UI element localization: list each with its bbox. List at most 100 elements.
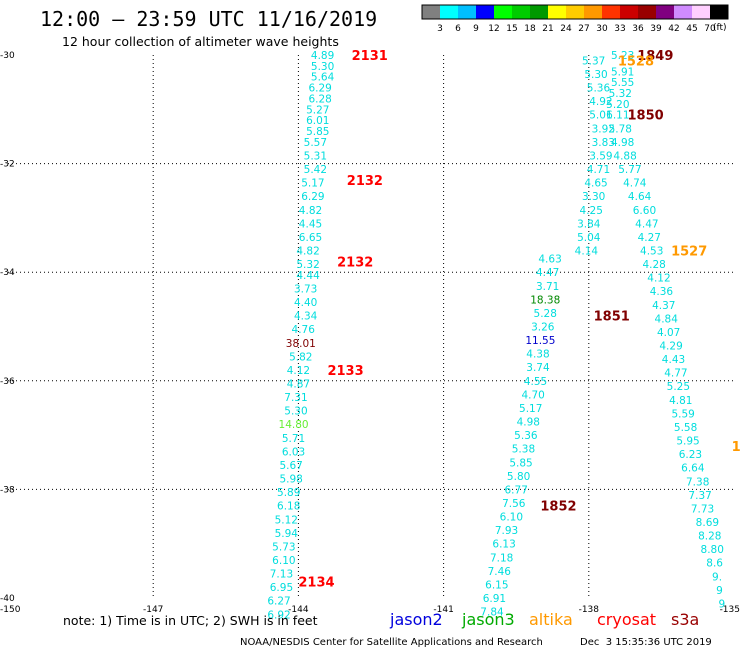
swh-value: 7.31	[284, 392, 307, 404]
color-scale-swatch	[620, 5, 639, 19]
swh-value: 4.12	[287, 365, 310, 377]
color-scale-swatch	[512, 5, 531, 19]
swh-value: 4.70	[521, 389, 544, 401]
swh-value: 4.92	[589, 96, 612, 108]
time-label: 1	[732, 440, 740, 455]
y-tick-label: -34	[0, 268, 15, 278]
swh-value: 7.46	[488, 566, 512, 578]
swh-value: 6.64	[681, 463, 705, 475]
color-scale-unit: (ft)	[713, 23, 727, 33]
swh-value: 3.84	[577, 218, 601, 230]
swh-value: 4.12	[647, 273, 670, 285]
color-scale-label: 39	[650, 24, 662, 34]
swh-value: 4.88	[613, 150, 636, 162]
swh-value: 6.18	[277, 501, 300, 513]
swh-value: 8.80	[701, 544, 724, 556]
swh-value: 5.64	[311, 72, 335, 84]
color-scale-swatch	[476, 5, 495, 19]
footer-note: note: 1) Time is in UTC; 2) SWH is in fe…	[63, 613, 318, 628]
swh-value: 5.85	[306, 126, 329, 138]
swh-value: 4.98	[517, 417, 540, 429]
swh-value: 7.93	[495, 525, 518, 537]
swh-value: 38.01	[286, 338, 316, 350]
swh-value: 5.71	[282, 433, 305, 445]
swh-value: 6.92	[267, 609, 290, 621]
y-tick-label: -40	[0, 594, 15, 604]
swh-value: 5.95	[676, 436, 699, 448]
swh-value: 5.32	[296, 259, 319, 271]
swh-value: 5.30	[284, 406, 307, 418]
time-label: 1851	[594, 310, 630, 325]
swh-value: 7.38	[686, 476, 709, 488]
swh-value: 3.73	[294, 283, 317, 295]
swh-value: 4.29	[659, 341, 682, 353]
swh-value: 7.37	[688, 490, 711, 502]
color-scale-label: 30	[596, 24, 608, 34]
swh-value: 4.43	[662, 354, 685, 366]
swh-value: 5.23	[611, 50, 634, 62]
swh-value: 4.45	[299, 218, 322, 230]
x-tick-label: -147	[143, 605, 163, 615]
swh-value: 9	[716, 585, 723, 597]
swh-value: 6.10	[500, 512, 523, 524]
x-tick-label: -150	[0, 605, 21, 615]
color-scale-label: 33	[614, 24, 625, 34]
footer-credit: NOAA/NESDIS Center for Satellite Applica…	[240, 637, 543, 648]
swh-value: 5.91	[611, 66, 634, 78]
swh-value: 4.53	[640, 245, 663, 257]
swh-value: 3.26	[531, 322, 555, 334]
swh-value: 3.83	[592, 137, 615, 149]
chart-subtitle: 12 hour collection of altimeter wave hei…	[62, 34, 339, 49]
swh-value: 8.6	[706, 558, 723, 570]
swh-value: 5.27	[306, 104, 329, 116]
swh-value: 4.71	[587, 164, 610, 176]
legend-entry: jason2	[389, 610, 443, 629]
swh-value: 4.64	[628, 191, 652, 203]
swh-value: 5.94	[275, 528, 299, 540]
color-scale-label: 9	[473, 24, 479, 34]
swh-value: 4.38	[526, 349, 549, 361]
swh-value: 4.34	[294, 311, 318, 323]
color-scale-swatch	[710, 5, 729, 19]
swh-value: 5.59	[671, 408, 694, 420]
swh-value: 3.71	[536, 281, 559, 293]
swh-value: 4.84	[655, 313, 679, 325]
time-label: 1528	[618, 54, 654, 69]
color-scale-label: 6	[455, 24, 461, 34]
swh-value: 7.18	[490, 552, 513, 564]
chart-title: 12:00 – 23:59 UTC 11/16/2019	[40, 7, 377, 31]
x-tick-label: -135	[720, 605, 740, 615]
swh-points: 4.895.305.646.296.285.276.015.855.575.31…	[267, 50, 725, 621]
swh-value: 7.73	[691, 503, 714, 515]
swh-value: 7.56	[502, 498, 526, 510]
color-scale-swatch	[584, 5, 603, 19]
satellite-legend: jason2 jason3 altika cryosat s3a	[389, 610, 699, 629]
color-scale-label: 42	[668, 24, 679, 34]
color-scale-swatch	[458, 5, 477, 19]
color-scale-label: 12	[488, 24, 499, 34]
legend-entry: cryosat	[597, 610, 656, 629]
swh-value: 6.23	[679, 449, 702, 461]
color-scale-label: 3	[437, 24, 443, 34]
swh-value: 4.14	[575, 245, 599, 257]
x-tick-label: -138	[579, 605, 600, 615]
swh-value: 5.28	[534, 308, 557, 320]
swh-value: 5.89	[277, 487, 300, 499]
color-scale-swatch	[530, 5, 549, 19]
swh-value: 5.01	[589, 110, 612, 122]
y-tick-label: -30	[0, 51, 15, 61]
color-scale-swatch	[440, 5, 459, 19]
x-tick-label: -141	[433, 605, 453, 615]
swh-value: 5.04	[577, 232, 601, 244]
swh-value: 8.69	[696, 517, 719, 529]
swh-value: 3.30	[582, 191, 605, 203]
swh-value: 4.47	[635, 218, 658, 230]
time-label: 2132	[337, 255, 373, 270]
color-scale-swatch	[692, 5, 711, 19]
swh-value: 14.80	[279, 419, 309, 431]
swh-value: 5.80	[507, 471, 530, 483]
color-scale-bar: 3 6 9 12 15 18 21 24 27 30 33 36 39 42 45 70	[421, 4, 729, 34]
swh-value: 5.78	[609, 123, 632, 135]
swh-value: 6.10	[272, 555, 295, 567]
swh-value: 4.81	[669, 395, 692, 407]
